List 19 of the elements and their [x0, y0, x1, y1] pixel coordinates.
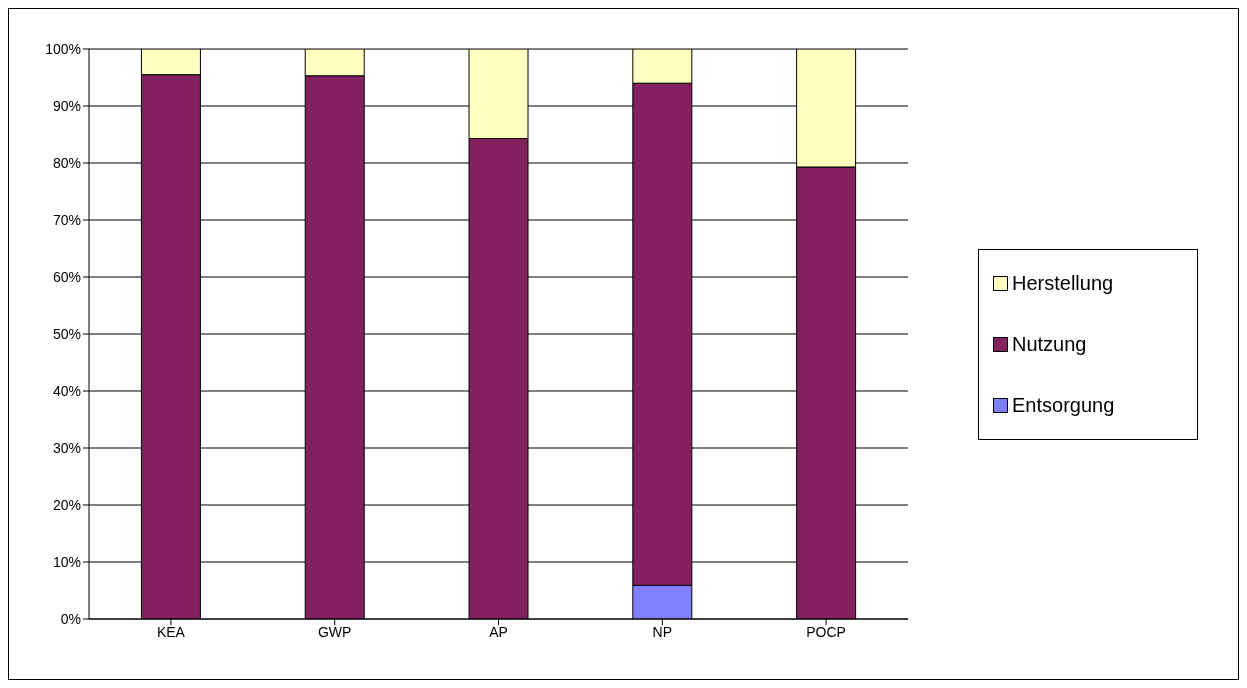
x-tick-label: NP [652, 623, 673, 640]
y-tick-label: 60% [52, 268, 81, 285]
y-tick-label: 40% [52, 382, 81, 399]
y-tick-label: 30% [52, 439, 81, 456]
x-tick-label: KEA [156, 623, 186, 640]
y-tick-label: 100% [45, 40, 81, 57]
y-tick-label: 80% [52, 154, 81, 171]
x-tick-label: AP [489, 623, 508, 640]
legend-label: Nutzung [1012, 332, 1087, 356]
legend-label: Entsorgung [1012, 393, 1115, 417]
x-tick-label: POCP [806, 623, 846, 640]
y-tick-label: 50% [52, 325, 81, 342]
y-tick-label: 0% [60, 610, 81, 627]
y-tick-label: 70% [52, 211, 81, 228]
legend-label: Herstellung [1012, 271, 1114, 295]
y-tick-label: 20% [52, 496, 81, 513]
x-tick-label: GWP [317, 623, 352, 640]
y-tick-label: 90% [52, 97, 81, 114]
y-tick-label: 10% [52, 553, 81, 570]
